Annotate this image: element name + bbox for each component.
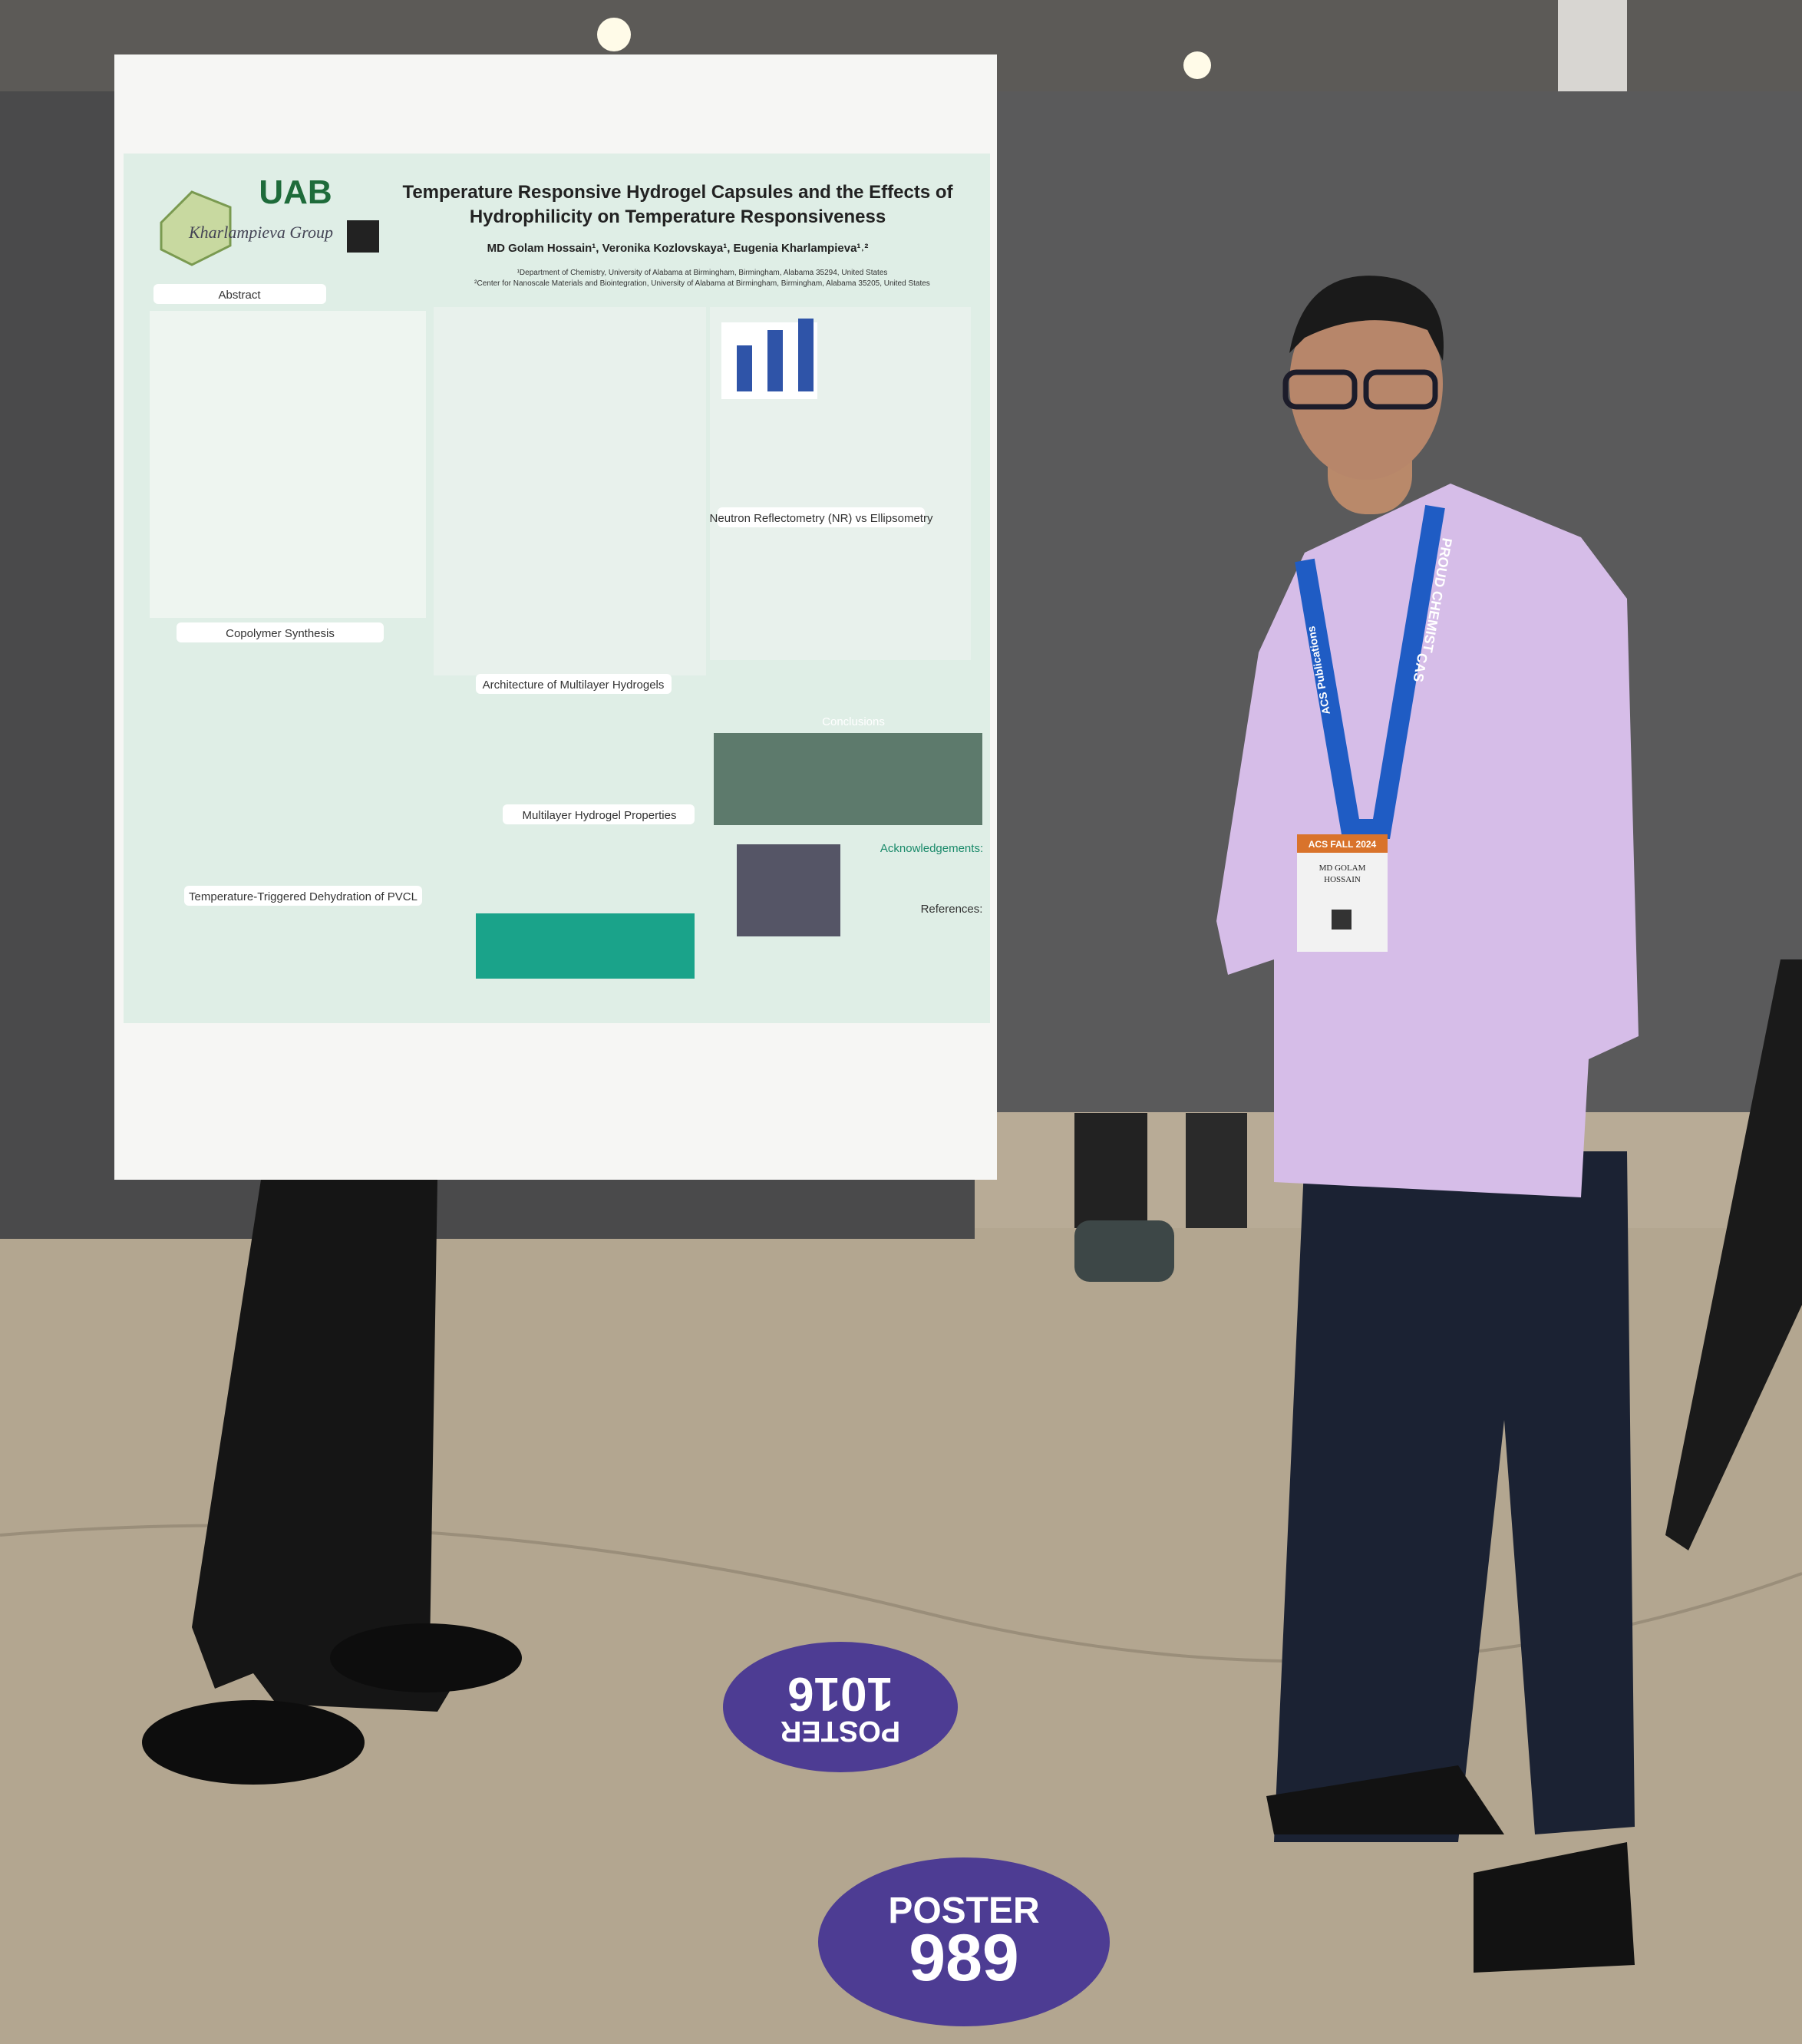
section-label-box (718, 507, 925, 527)
badge (1297, 834, 1388, 952)
poster-title: Temperature Responsive Hydrogel Capsules… (402, 182, 953, 203)
conclusions-box (714, 733, 982, 825)
affiliation: ²Center for Nanoscale Materials and Bioi… (474, 279, 930, 288)
abstract-text-block (150, 311, 426, 618)
section-header: Temperature-Triggered Dehydration of PVC… (189, 890, 417, 903)
section-header: Neutron Reflectometry (NR) vs Ellipsomet… (710, 512, 933, 525)
poster-title: Hydrophilicity on Temperature Responsive… (470, 206, 886, 227)
badge-event: ACS FALL 2024 (1309, 839, 1377, 850)
group-photo (737, 844, 840, 936)
jeans (1274, 1151, 1635, 1842)
badge-name: MD GOLAM (1319, 863, 1366, 873)
shoe (1266, 1765, 1504, 1834)
chart-figure-bar (737, 345, 752, 391)
chart-figure-bar (767, 330, 783, 391)
marker-number: 1016 (787, 1667, 893, 1720)
logo-hexagon (160, 190, 232, 266)
easel (1665, 959, 1802, 1550)
marker-label: POSTER (781, 1715, 900, 1747)
shoe (142, 1700, 365, 1785)
affiliation: ¹Department of Chemistry, University of … (517, 269, 888, 277)
section-label-box (177, 622, 384, 642)
shoe (1074, 1220, 1174, 1282)
logo: UAB (259, 173, 332, 211)
hidden-person-legs (192, 1180, 460, 1712)
glasses (1282, 369, 1358, 410)
background-person-legs (1074, 1113, 1147, 1228)
marker-disc (723, 1642, 958, 1772)
section-header: Acknowledgements: (880, 842, 983, 855)
group-name: Kharlampieva Group (188, 223, 333, 242)
section-header: References: (921, 903, 983, 916)
marker-disc (818, 1857, 1110, 2026)
figure-block (434, 307, 706, 675)
glasses (1363, 369, 1438, 410)
light (597, 18, 631, 51)
shoe (1474, 1842, 1635, 1973)
section-label-box (476, 674, 672, 694)
chart-figure-bar (798, 319, 814, 391)
person: PROUD CHEMIST CAS ACS Publications ACS F… (1216, 276, 1639, 1973)
section-header: Copolymer Synthesis (226, 627, 335, 640)
badge-qr (1332, 910, 1352, 930)
section-label-box (503, 804, 695, 824)
section-header: Architecture of Multilayer Hydrogels (483, 679, 665, 692)
shoe (330, 1623, 522, 1692)
lanyard (1295, 504, 1445, 839)
hair (1289, 276, 1444, 361)
section-label-box (184, 886, 422, 906)
marker-number: 989 (909, 1921, 1019, 1995)
badge-name: HOSSAIN (1324, 875, 1361, 884)
section-label-box (153, 284, 326, 304)
section-header: Conclusions (822, 715, 885, 728)
badge-header (1297, 834, 1388, 853)
section-headers: Abstract Copolymer Synthesis Temperature… (153, 284, 983, 916)
floor-marker: POSTER 989 (818, 1857, 1110, 2026)
qr-code (347, 220, 379, 253)
poster: UAB Kharlampieva Group Temperature Respo… (114, 54, 997, 1180)
data-table (476, 913, 695, 979)
section-header: Abstract (218, 289, 261, 302)
column (1558, 0, 1627, 100)
authors: MD Golam Hossain¹, Veronika Kozlovskaya¹… (487, 242, 869, 255)
floor-marker: POSTER 1016 (723, 1642, 958, 1772)
section-header: Multilayer Hydrogel Properties (523, 809, 677, 822)
light (1183, 51, 1211, 79)
background-person-legs (1186, 1113, 1247, 1228)
marker-label: POSTER (888, 1890, 1039, 1931)
